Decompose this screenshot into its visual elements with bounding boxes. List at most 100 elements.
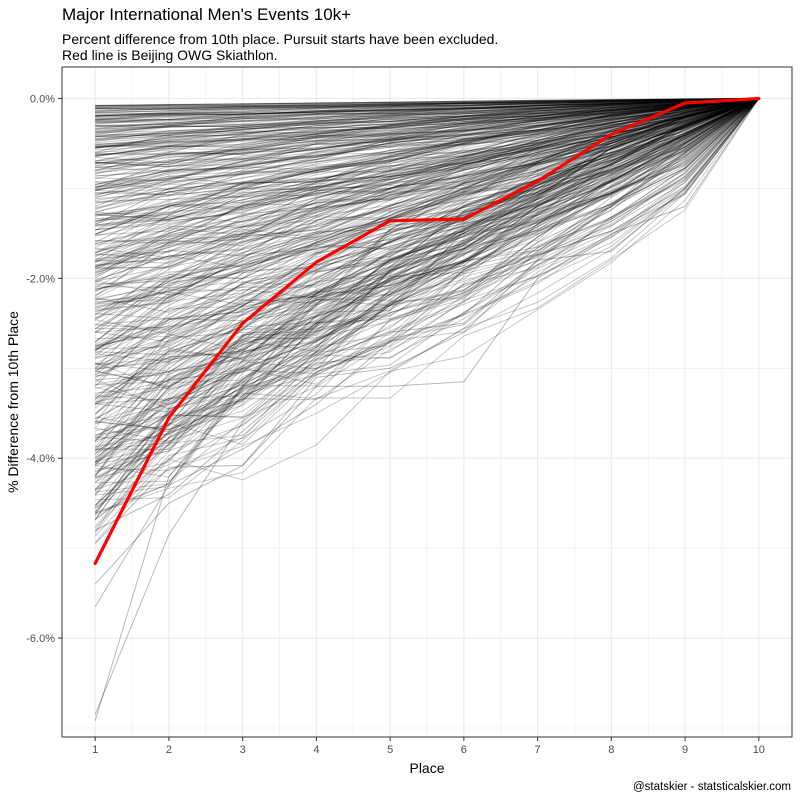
race-line (95, 98, 759, 226)
race-line (95, 98, 759, 303)
race-line (95, 98, 759, 134)
race-line (95, 98, 759, 196)
race-line (95, 98, 760, 376)
race-line (95, 98, 759, 133)
race-line (94, 98, 760, 585)
race-line (95, 98, 759, 235)
race-line (94, 98, 759, 514)
race-line (95, 98, 760, 251)
race-line (95, 98, 759, 115)
race-line (95, 98, 760, 246)
race-line (95, 98, 760, 313)
race-line (95, 98, 759, 165)
race-line (95, 98, 759, 310)
race-line (95, 98, 759, 116)
race-line (94, 98, 760, 513)
race-line (95, 98, 759, 121)
race-line (95, 98, 759, 121)
race-line (95, 98, 760, 441)
race-line (95, 98, 759, 245)
race-line (95, 98, 759, 141)
x-tick-label: 1 (92, 744, 98, 756)
race-line (95, 98, 759, 120)
race-line (95, 98, 759, 320)
race-line (95, 98, 759, 118)
race-line (95, 98, 759, 267)
race-line (95, 98, 759, 222)
race-line (94, 98, 759, 516)
race-line (94, 98, 759, 354)
race-line (94, 98, 759, 296)
race-line (95, 98, 759, 171)
race-line (95, 98, 759, 273)
race-line (95, 98, 759, 331)
race-line (95, 98, 759, 162)
race-line (95, 98, 759, 200)
race-line (95, 98, 759, 132)
race-line (95, 98, 759, 194)
race-line (95, 98, 759, 130)
race-line (95, 98, 759, 204)
race-line (95, 98, 759, 182)
race-line (95, 98, 759, 433)
race-line (94, 98, 759, 270)
race-line (94, 98, 759, 351)
race-line (95, 98, 759, 162)
race-line (95, 98, 759, 142)
race-line (95, 98, 759, 242)
race-line (95, 98, 759, 195)
race-line (95, 98, 759, 174)
race-line (95, 98, 759, 262)
race-line (95, 98, 759, 128)
race-line (95, 98, 759, 128)
x-axis-ticks: 1 2 3 4 5 6 7 8 9 10 (92, 737, 765, 756)
race-line (94, 98, 759, 330)
race-line (94, 98, 760, 513)
race-line (95, 98, 759, 472)
race-line (95, 98, 759, 107)
race-line (94, 98, 760, 451)
race-line (95, 98, 759, 117)
race-line (95, 98, 760, 423)
race-line (95, 98, 760, 312)
race-line (95, 98, 759, 227)
race-line (95, 98, 759, 204)
race-line (95, 98, 759, 146)
race-line (95, 98, 759, 479)
highlight-line (93, 96, 761, 565)
race-line (94, 98, 759, 299)
race-line (95, 98, 759, 387)
race-line (95, 98, 759, 215)
race-line (95, 98, 759, 149)
race-line (95, 98, 760, 260)
race-line (95, 98, 759, 282)
race-line (94, 98, 760, 458)
race-line (95, 98, 760, 484)
race-line (95, 98, 759, 108)
race-line (95, 98, 759, 217)
race-line (94, 98, 759, 477)
race-line (95, 98, 759, 237)
race-line (94, 98, 760, 492)
race-line (94, 98, 759, 330)
race-line (95, 98, 759, 347)
race-line (95, 98, 759, 116)
race-line (95, 98, 759, 185)
race-line (95, 98, 759, 290)
race-line (95, 98, 759, 130)
race-line (95, 98, 759, 209)
race-line (95, 98, 760, 514)
race-line (95, 98, 760, 430)
x-tick-label: 6 (461, 744, 467, 756)
race-line (94, 98, 760, 400)
race-line (95, 98, 760, 453)
race-line (95, 98, 759, 122)
race-line (94, 98, 760, 480)
race-line (95, 98, 759, 266)
race-line (94, 98, 760, 483)
race-line (95, 98, 759, 235)
x-tick-label: 4 (313, 744, 319, 756)
race-line (95, 98, 759, 113)
race-line (95, 98, 759, 148)
